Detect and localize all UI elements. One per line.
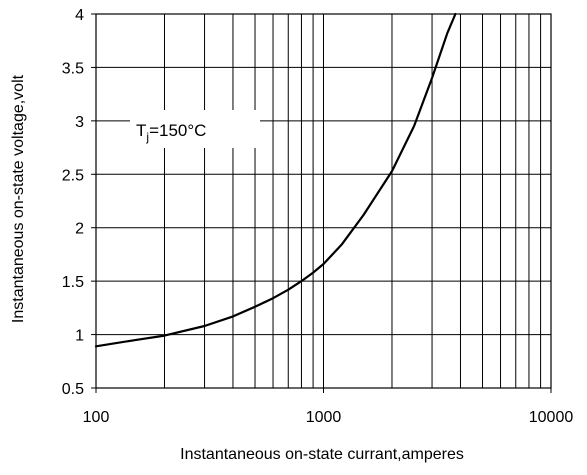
y-tick-label: 0.5	[62, 381, 84, 398]
y-tick-label: 1.5	[62, 274, 84, 291]
y-tick-label: 2	[75, 221, 84, 238]
x-tick-label: 10000	[529, 409, 574, 426]
x-tick-label: 100	[83, 409, 110, 426]
annotation-rest: =150°C	[149, 121, 206, 140]
y-tick-label: 3.5	[62, 60, 84, 77]
y-axis-title: Instantaneous on-state voltage,volt	[10, 74, 27, 323]
series-line	[94, 12, 457, 348]
y-tick-label: 2.5	[62, 167, 84, 184]
grid	[96, 14, 551, 388]
junction-temperature-annotation: Tj=150°C	[136, 121, 206, 144]
y-tick-label: 1	[75, 328, 84, 345]
y-tick-label: 4	[75, 7, 84, 24]
y-tick-label: 3	[75, 114, 84, 131]
annotation-background	[130, 110, 260, 148]
tick-labels: 0.5 1 1.5 2 2.5 3 3.5 4 100 1000 10000	[62, 7, 574, 426]
x-axis-title: Instantaneous on-state currant,amperes	[180, 446, 464, 463]
annotation-subscript: j	[145, 130, 149, 144]
x-tick-label: 1000	[306, 409, 342, 426]
annotation-main: T	[136, 121, 146, 140]
series-layer	[94, 12, 457, 348]
